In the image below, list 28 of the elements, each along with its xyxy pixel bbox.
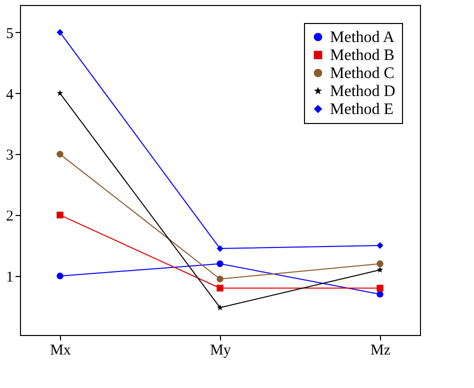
point bbox=[56, 29, 64, 36]
point bbox=[216, 304, 224, 310]
point bbox=[56, 212, 64, 218]
y-tick-label: 3 bbox=[6, 148, 14, 164]
x-tick-label: Mz bbox=[370, 342, 391, 358]
x-tick-label: My bbox=[210, 342, 232, 358]
y-tick-label: 1 bbox=[6, 269, 14, 286]
point bbox=[376, 242, 384, 249]
point bbox=[216, 260, 224, 268]
point bbox=[56, 272, 64, 280]
legend-label: Method C bbox=[330, 65, 394, 82]
legend-label: Method A bbox=[330, 29, 395, 46]
point bbox=[216, 284, 224, 292]
point bbox=[376, 260, 384, 268]
legend-label: Method B bbox=[330, 47, 394, 64]
point bbox=[376, 290, 384, 298]
legend-label: Method E bbox=[330, 101, 394, 118]
legend-label: Method D bbox=[330, 83, 396, 100]
point bbox=[56, 90, 64, 96]
x-tick-label: Mx bbox=[50, 342, 72, 358]
point bbox=[216, 245, 224, 252]
y-tick-label: 5 bbox=[6, 26, 14, 42]
point bbox=[216, 276, 224, 282]
y-tick-label: 4 bbox=[6, 86, 14, 103]
y-tick-label: 2 bbox=[6, 208, 14, 225]
point bbox=[376, 266, 384, 273]
point bbox=[56, 150, 64, 158]
point bbox=[376, 284, 384, 292]
